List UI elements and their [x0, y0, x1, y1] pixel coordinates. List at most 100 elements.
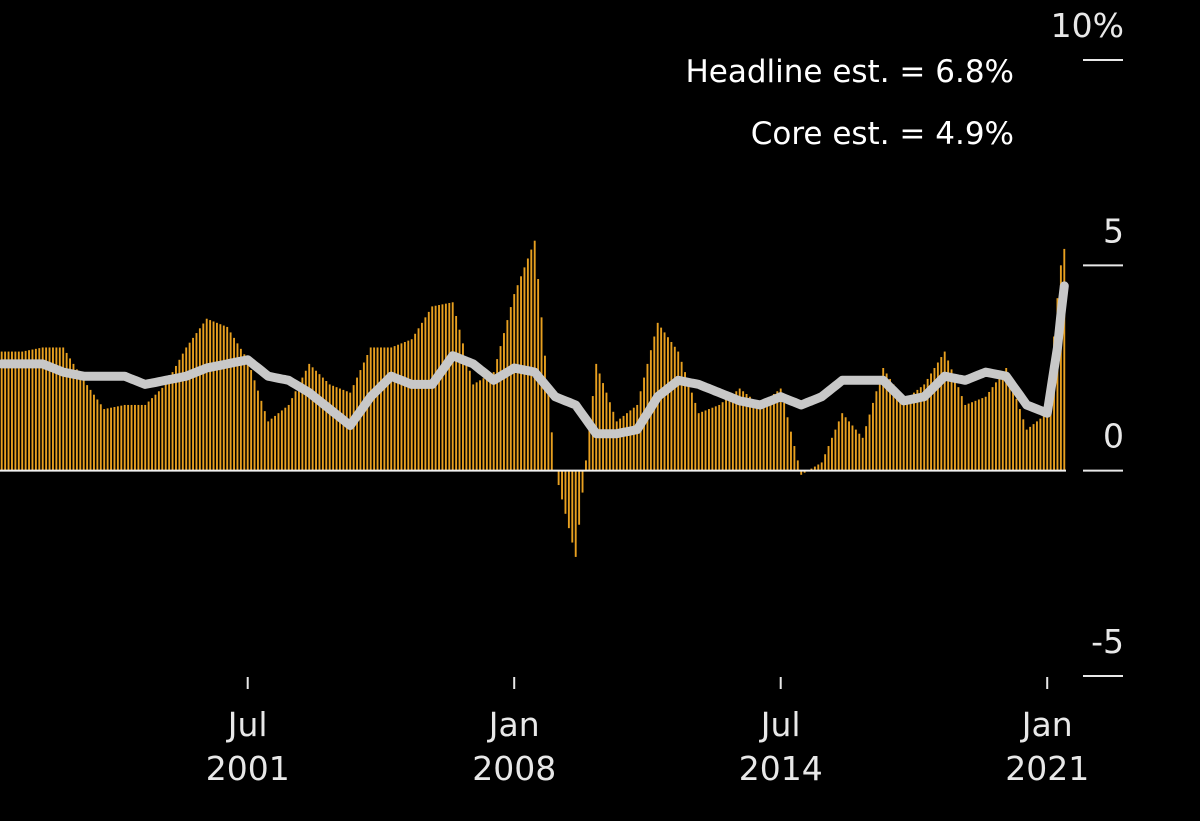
headline-bar-310: [1059, 265, 1062, 471]
headline-bar-156: [533, 240, 536, 471]
headline-bar-110: [376, 347, 379, 471]
headline-bar-47: [161, 387, 164, 471]
headline-bar-59: [202, 323, 205, 471]
headline-bar-273: [933, 368, 936, 471]
headline-bar-175: [598, 373, 601, 471]
headline-bar-73: [250, 370, 253, 471]
headline-bar-286: [977, 399, 980, 471]
headline-bar-264: [902, 400, 905, 471]
headline-bar-203: [694, 402, 697, 471]
x-axis: Jul 2001 Jan 2008 Jul 2014 Jan 2021: [206, 677, 1089, 788]
headline-bar-311: [1063, 248, 1066, 471]
headline-bar-289: [988, 391, 991, 471]
headline-bar-102: [349, 392, 352, 471]
headline-bar-106: [362, 362, 365, 471]
headline-bar-0: [0, 351, 3, 471]
headline-bar-230: [786, 417, 789, 471]
headline-bar-284: [971, 402, 973, 471]
headline-bar-119: [407, 340, 410, 471]
headline-bar-142: [485, 376, 488, 471]
headline-bar-208: [711, 407, 714, 471]
headline-bar-30: [103, 409, 106, 471]
headline-bar-159: [544, 355, 546, 471]
headline-bar-86: [294, 391, 297, 471]
headline-bar-16: [55, 347, 58, 471]
headline-bar-147: [503, 333, 505, 471]
headline-bar-282: [964, 404, 967, 471]
headline-bar-51: [175, 365, 177, 471]
headline-bar-279: [954, 378, 956, 471]
headline-bar-259: [885, 373, 888, 471]
headline-bar-249: [851, 425, 854, 471]
annotations: Headline est. = 6.8% Core est. = 4.9%: [685, 54, 1014, 152]
core-estimate-note: Core est. = 4.9%: [751, 116, 1014, 152]
headline-bar-172: [588, 428, 591, 471]
headline-bar-87: [298, 384, 300, 471]
x-tick-month-1: Jan: [487, 705, 540, 744]
headline-bar-269: [919, 387, 922, 471]
headline-bar-308: [1053, 336, 1055, 471]
headline-bar-296: [1012, 388, 1014, 471]
headline-bar-211: [721, 402, 724, 471]
headline-bar-123: [421, 322, 423, 471]
headline-bar-7: [24, 350, 27, 471]
headline-bar-104: [356, 377, 358, 471]
headline-bar-12: [41, 347, 44, 471]
headline-bar-69: [236, 343, 239, 471]
y-tick-label-3: -5: [1091, 622, 1124, 661]
y-tick-label-2: 0: [1103, 417, 1124, 456]
headline-bar-108: [369, 347, 372, 471]
headline-bar-3: [11, 351, 13, 471]
x-tick-month-2: Jul: [759, 705, 801, 744]
headline-bar-301: [1029, 426, 1032, 471]
headline-bar-74: [253, 380, 256, 471]
headline-bar-293: [1001, 372, 1004, 471]
headline-bar-280: [957, 387, 960, 471]
headline-bar-210: [718, 404, 721, 471]
headline-bar-303: [1036, 421, 1038, 471]
headline-bar-154: [526, 258, 529, 471]
headline-bar-41: [140, 404, 143, 471]
headline-bar-206: [704, 410, 707, 471]
headline-bar-258: [882, 368, 885, 471]
headline-bar-143: [489, 374, 492, 471]
headline-bar-78: [267, 421, 270, 471]
headline-bar-217: [742, 391, 745, 471]
headline-bar-57: [195, 333, 198, 471]
headline-bar-31: [106, 408, 109, 471]
headline-bar-198: [677, 351, 680, 471]
headline-bar-209: [714, 406, 717, 471]
headline-bar-44: [151, 398, 153, 471]
headline-bar-220: [752, 399, 755, 471]
headline-bar-113: [386, 347, 389, 471]
headline-bar-98: [335, 387, 338, 471]
headline-bar-83: [284, 407, 287, 471]
headline-bar-300: [1025, 429, 1028, 471]
headline-bar-14: [48, 347, 51, 471]
headline-bar-133: [455, 315, 458, 471]
headline-bar-299: [1022, 419, 1025, 471]
headline-bar-180: [615, 421, 618, 471]
headline-bar-231: [790, 431, 792, 471]
headline-bar-219: [749, 396, 751, 471]
headline-bar-97: [332, 385, 335, 471]
headline-bar-150: [513, 294, 516, 471]
headline-bar-105: [359, 370, 362, 471]
headline-bar-92: [315, 370, 317, 471]
headline-bar-218: [745, 394, 748, 471]
headline-bar-27: [93, 394, 95, 471]
headline-bar-186: [636, 404, 639, 471]
headline-bar-224: [766, 399, 768, 471]
headline-bar-76: [260, 400, 263, 471]
headline-bar-161: [550, 432, 553, 471]
headline-bar-287: [981, 398, 984, 471]
headline-bar-228: [779, 388, 782, 471]
headline-bar-55: [188, 342, 191, 471]
headline-bar-32: [110, 407, 112, 471]
y-tick-label-1: 5: [1103, 211, 1124, 250]
headline-bar-278: [950, 369, 953, 471]
headline-bar-227: [776, 391, 779, 471]
headline-bar-67: [229, 332, 232, 471]
headline-bar-100: [342, 389, 345, 471]
headline-bar-53: [181, 353, 184, 471]
